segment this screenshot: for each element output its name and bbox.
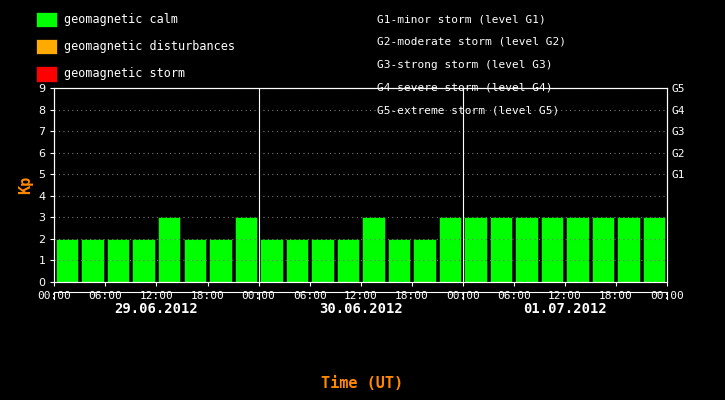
Text: G2-moderate storm (level G2): G2-moderate storm (level G2) — [377, 37, 566, 47]
Text: 30.06.2012: 30.06.2012 — [319, 302, 402, 316]
Text: 29.06.2012: 29.06.2012 — [115, 302, 199, 316]
Bar — [286, 239, 308, 282]
Text: geomagnetic calm: geomagnetic calm — [64, 13, 178, 26]
Bar — [209, 239, 231, 282]
Bar — [515, 217, 538, 282]
Bar — [235, 217, 257, 282]
Bar — [336, 239, 359, 282]
Bar — [56, 239, 78, 282]
Bar — [183, 239, 206, 282]
Bar — [107, 239, 130, 282]
Text: G1-minor storm (level G1): G1-minor storm (level G1) — [377, 14, 546, 24]
Bar — [439, 217, 461, 282]
Text: Time (UT): Time (UT) — [321, 376, 404, 392]
Bar — [490, 217, 513, 282]
Bar — [362, 217, 385, 282]
Text: geomagnetic disturbances: geomagnetic disturbances — [64, 40, 235, 53]
Bar — [541, 217, 563, 282]
Bar — [643, 217, 666, 282]
Text: G3-strong storm (level G3): G3-strong storm (level G3) — [377, 60, 552, 70]
Text: 01.07.2012: 01.07.2012 — [523, 302, 607, 316]
Text: G4-severe storm (level G4): G4-severe storm (level G4) — [377, 82, 552, 92]
Bar — [618, 217, 640, 282]
Text: G5-extreme storm (level G5): G5-extreme storm (level G5) — [377, 105, 559, 115]
Bar — [260, 239, 283, 282]
Bar — [566, 217, 589, 282]
Y-axis label: Kp: Kp — [17, 176, 33, 194]
Bar — [311, 239, 334, 282]
Bar — [592, 217, 614, 282]
Bar — [133, 239, 155, 282]
Bar — [464, 217, 486, 282]
Bar — [413, 239, 436, 282]
Bar — [158, 217, 181, 282]
Text: geomagnetic storm: geomagnetic storm — [64, 67, 185, 80]
Bar — [388, 239, 410, 282]
Bar — [81, 239, 104, 282]
